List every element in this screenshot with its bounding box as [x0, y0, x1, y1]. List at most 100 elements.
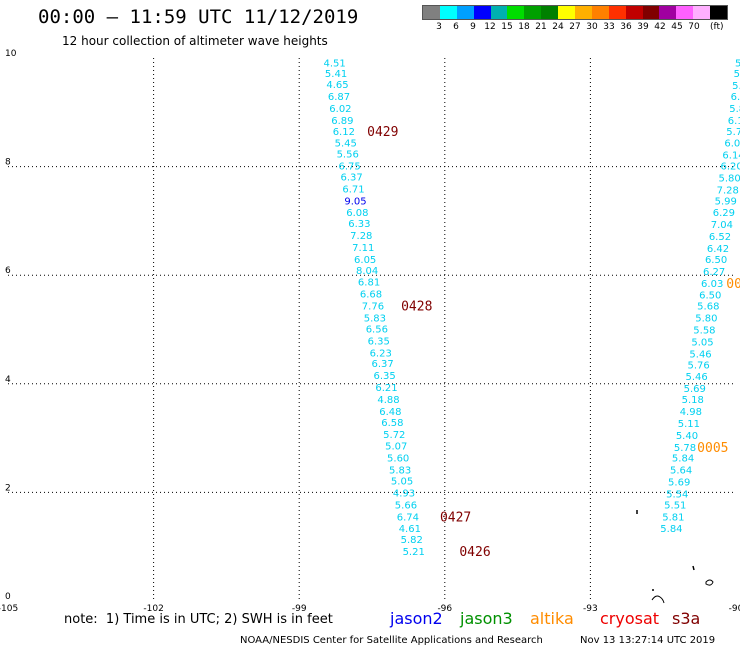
swh-value: 4.65	[326, 80, 348, 91]
satellite-jason2: jason2	[390, 609, 443, 628]
swh-value: 5.84	[672, 454, 694, 465]
y-tick-label: 10	[5, 49, 17, 59]
legend-label: 39	[637, 22, 649, 32]
swh-value: 6.33	[348, 219, 370, 230]
legend-swatch	[558, 6, 576, 19]
swh-value: 5.21	[403, 547, 425, 558]
legend-label: 33	[603, 22, 615, 32]
swh-value: 7.28	[717, 185, 739, 196]
satellite-tracks: 4.515.414.656.876.026.896.125.455.566.75…	[323, 58, 740, 558]
swh-value: 6.23	[370, 348, 392, 359]
y-tick-label: 6	[5, 266, 11, 276]
pass-time-label: 0427	[440, 510, 471, 525]
legend-label: 30	[586, 22, 598, 32]
swh-value: 6.52	[709, 232, 731, 243]
satellite-jason3: jason3	[460, 609, 513, 628]
legend-label: 24	[552, 22, 564, 32]
x-tick-label: -105	[0, 604, 18, 614]
swh-value: 5.	[734, 69, 740, 80]
swh-value: 5.82	[401, 535, 423, 546]
swh-value: 5.60	[387, 454, 409, 465]
legend-swatch	[423, 6, 440, 19]
legend-swatch	[439, 6, 457, 19]
legend-swatch	[642, 6, 660, 19]
legend-label: 15	[501, 22, 513, 32]
swh-value: 5.07	[385, 442, 407, 453]
map-grid	[8, 58, 736, 601]
swh-value: 6.07	[724, 139, 740, 150]
track-right: 55.5.6.05.86.15.736.076.146.205.807.285.…	[660, 58, 740, 535]
swh-value: 6.75	[339, 162, 361, 173]
swh-value: 5.58	[693, 326, 715, 337]
swh-value: 5.46	[689, 349, 711, 360]
y-tick-label: 2	[5, 483, 11, 493]
swh-value: 5.66	[395, 500, 417, 511]
swh-value: 6.81	[358, 278, 380, 289]
legend-swatch	[676, 6, 694, 19]
swh-value: 6.74	[397, 512, 419, 523]
swh-value: 6.35	[368, 336, 390, 347]
swh-value: 5.11	[678, 419, 700, 430]
swh-value: 5.83	[389, 466, 411, 477]
legend-label: 27	[569, 22, 581, 32]
swh-value: 6.14	[722, 151, 740, 162]
x-tick-label: -99	[292, 604, 307, 614]
swh-value: 4.61	[399, 524, 421, 535]
swh-value: 6.50	[705, 255, 727, 266]
satellite-s3a: s3a	[672, 609, 701, 628]
x-tick-label: -90	[729, 604, 740, 614]
swh-value: 5.78	[674, 443, 696, 454]
swh-value: 6.05	[354, 255, 376, 266]
legend-unit: (ft)	[710, 22, 724, 32]
legend-swatch	[490, 6, 508, 19]
legend-swatch	[693, 6, 711, 19]
swh-value: 6.02	[329, 104, 351, 115]
footer-note: note: 1) Time is in UTC; 2) SWH is in fe…	[64, 612, 333, 627]
swh-value: 5.83	[364, 314, 386, 325]
pass-time-label: 0428	[401, 300, 432, 315]
legend-swatch	[541, 6, 559, 19]
y-tick-label: 8	[5, 158, 11, 168]
swh-value: 6.87	[328, 92, 350, 103]
legend-label: 18	[518, 22, 530, 32]
legend-swatch	[659, 6, 677, 19]
legend-label: 45	[671, 22, 683, 32]
footer-credit: NOAA/NESDIS Center for Satellite Applica…	[240, 635, 543, 646]
legend-label: 6	[453, 22, 459, 32]
swh-value: 6.27	[703, 267, 725, 278]
x-tick-label: -93	[583, 604, 598, 614]
pass-time-label: 0005	[697, 441, 728, 456]
time-labels: 0429 0428 0427 0426 000 0005	[367, 125, 740, 560]
swh-value: 5.72	[383, 430, 405, 441]
swh-value: 6.12	[333, 127, 355, 138]
wave-height-legend: 3 6 9 12 15 18 21 24 27 30 33 36 39 42 45 70 (ft)	[422, 5, 728, 35]
swh-value: 5.54	[666, 489, 688, 500]
swh-value: 7.76	[362, 302, 384, 313]
satellite-cryosat: cryosat	[600, 609, 660, 628]
swh-value: 5.18	[682, 395, 704, 406]
swh-value: 5.81	[662, 512, 684, 523]
swh-value: 5.8	[729, 104, 740, 115]
swh-value: 9.05	[344, 196, 366, 207]
y-tick-label: 0	[5, 592, 11, 602]
pass-time-label: 000	[726, 277, 740, 292]
y-tick-label: 4	[5, 375, 11, 385]
swh-value: 6.89	[331, 116, 353, 127]
swh-value: 4.51	[323, 58, 345, 69]
track-left: 4.515.414.656.876.026.896.125.455.566.75…	[323, 58, 424, 558]
swh-value: 5.51	[664, 500, 686, 511]
swh-value: 7.11	[352, 243, 374, 254]
legend-label: 36	[620, 22, 632, 32]
swh-value: 6.08	[346, 208, 368, 219]
legend-label: 70	[688, 22, 700, 32]
swh-value: 6.42	[707, 244, 729, 255]
pass-time-label: 0426	[459, 545, 490, 560]
axis-ticks: -105 -102 -99 -96 -93 -90 0 2 4 6 8 10	[0, 49, 740, 614]
swh-value: 5.05	[691, 337, 713, 348]
satellite-altika: altika	[530, 609, 574, 628]
swh-value: 6.71	[342, 184, 364, 195]
legend-label: 12	[484, 22, 496, 32]
map-title: 00:00 – 11:59 UTC 11/12/2019	[38, 6, 359, 28]
swh-value: 7.28	[350, 231, 372, 242]
